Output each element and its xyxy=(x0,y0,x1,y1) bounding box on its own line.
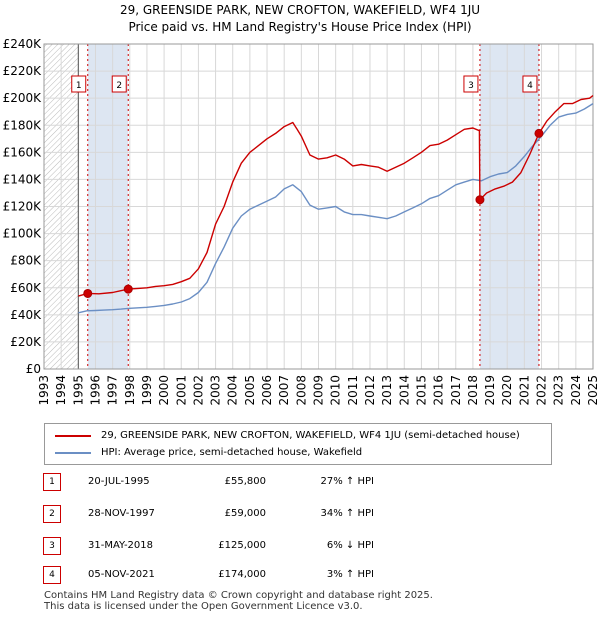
transaction-date: 20-JUL-1995 xyxy=(88,476,150,487)
transaction-hpi-diff: 3% ↑ HPI xyxy=(326,569,374,580)
y-tick-label: £160K xyxy=(3,145,43,159)
y-tick-label: £20K xyxy=(10,335,42,349)
x-tick-label: 2012 xyxy=(363,375,377,406)
x-tick-label: 2022 xyxy=(535,375,549,406)
footer-licence: This data is licensed under the Open Gov… xyxy=(44,601,363,612)
transaction-price: £125,000 xyxy=(218,540,266,551)
transaction-price: £55,800 xyxy=(224,476,266,487)
footer-copyright: Contains HM Land Registry data © Crown c… xyxy=(44,590,433,601)
hpi-series-line xyxy=(78,103,594,314)
chart-subtitle: Price paid vs. HM Land Registry's House … xyxy=(128,20,472,34)
x-tick-label: 2006 xyxy=(260,375,274,406)
transaction-date: 28-NOV-1997 xyxy=(88,508,155,519)
plot-frame xyxy=(43,43,594,370)
transaction-marker-label: 4 xyxy=(527,81,533,91)
x-tick-label: 2015 xyxy=(414,375,428,406)
x-tick-label: 2001 xyxy=(174,375,188,406)
x-tick-label: 2013 xyxy=(380,375,394,406)
x-tick-label: 2004 xyxy=(226,375,240,406)
x-tick-label: 1994 xyxy=(54,375,68,406)
x-tick-label: 2014 xyxy=(397,375,411,406)
x-tick-label: 2003 xyxy=(209,375,223,406)
x-tick-label: 2011 xyxy=(346,375,360,406)
transaction-marker-box xyxy=(111,75,127,93)
y-tick-label: £120K xyxy=(3,200,43,214)
table-row: 4 05-NOV-2021 £174,000 3% ↑ HPI xyxy=(0,566,600,586)
transaction-number: 2 xyxy=(43,505,61,523)
x-tick-label: 2023 xyxy=(552,375,566,406)
x-tick-label: 2005 xyxy=(243,375,257,406)
legend-swatch-property xyxy=(55,435,91,437)
legend-swatch-hpi xyxy=(55,452,91,454)
y-tick-label: £140K xyxy=(3,172,43,186)
x-tick-label: 2009 xyxy=(312,375,326,406)
transaction-marker-label: 1 xyxy=(76,81,82,91)
transaction-hpi-diff: 34% ↑ HPI xyxy=(320,508,374,519)
transaction-price: £174,000 xyxy=(218,569,266,580)
legend: 29, GREENSIDE PARK, NEW CROFTON, WAKEFIE… xyxy=(44,423,552,465)
x-tick-label: 1999 xyxy=(140,375,154,406)
transaction-point xyxy=(534,128,544,138)
transaction-marker-box xyxy=(463,75,479,93)
x-tick-label: 2020 xyxy=(500,375,514,406)
transaction-point xyxy=(475,195,485,205)
transaction-price: £59,000 xyxy=(224,508,266,519)
legend-label-property: 29, GREENSIDE PARK, NEW CROFTON, WAKEFIE… xyxy=(101,430,520,441)
y-tick-label: £240K xyxy=(3,37,43,51)
transaction-marker-label: 2 xyxy=(116,81,122,91)
transaction-number: 4 xyxy=(43,566,61,584)
x-tick-label: 1993 xyxy=(37,375,51,406)
x-tick-label: 2019 xyxy=(483,375,497,406)
property-series-line xyxy=(78,94,594,297)
x-tick-label: 2021 xyxy=(517,375,531,406)
x-tick-label: 1996 xyxy=(88,375,102,406)
x-tick-label: 1995 xyxy=(71,375,85,406)
x-tick-label: 2018 xyxy=(466,375,480,406)
y-tick-label: £60K xyxy=(10,281,42,295)
price-chart: £0 £20K £40K £60K £80K £100K £120K £140K £160K £1… xyxy=(3,37,600,406)
transaction-date: 31-MAY-2018 xyxy=(88,540,154,551)
x-tick-label: 2010 xyxy=(329,375,343,406)
y-tick-label: £180K xyxy=(3,118,43,132)
chart-title: 29, GREENSIDE PARK, NEW CROFTON, WAKEFIE… xyxy=(119,3,481,17)
y-tick-label: £200K xyxy=(3,91,43,105)
y-tick-label: £80K xyxy=(10,254,42,268)
transaction-marker-label: 3 xyxy=(468,81,474,91)
transaction-number: 3 xyxy=(43,537,61,555)
y-tick-label: £0 xyxy=(26,362,41,376)
x-tick-label: 2002 xyxy=(191,375,205,406)
x-tick-label: 2016 xyxy=(432,375,446,406)
table-row: 3 31-MAY-2018 £125,000 6% ↓ HPI xyxy=(0,537,600,557)
transaction-point xyxy=(123,284,133,294)
table-row: 1 20-JUL-1995 £55,800 27% ↑ HPI xyxy=(0,473,600,493)
transaction-date: 05-NOV-2021 xyxy=(88,569,155,580)
x-tick-label: 2000 xyxy=(157,375,171,406)
transaction-hpi-diff: 27% ↑ HPI xyxy=(320,476,374,487)
x-tick-label: 2017 xyxy=(449,375,463,406)
transaction-marker-box xyxy=(522,75,538,93)
y-tick-label: £100K xyxy=(3,227,43,241)
transaction-number: 1 xyxy=(43,473,61,491)
x-tick-label: 2024 xyxy=(569,375,583,406)
x-tick-label: 1998 xyxy=(123,375,137,406)
transaction-point xyxy=(83,288,93,298)
transaction-hpi-diff: 6% ↓ HPI xyxy=(326,540,374,551)
table-row: 2 28-NOV-1997 £59,000 34% ↑ HPI xyxy=(0,505,600,525)
x-tick-label: 2025 xyxy=(586,375,600,406)
y-tick-label: £40K xyxy=(10,308,42,322)
x-tick-label: 2007 xyxy=(277,375,291,406)
x-tick-label: 1997 xyxy=(106,375,120,406)
legend-label-hpi: HPI: Average price, semi-detached house,… xyxy=(101,447,363,458)
transaction-marker-box xyxy=(71,75,87,93)
x-tick-label: 2008 xyxy=(294,375,308,406)
y-tick-label: £220K xyxy=(3,64,43,78)
